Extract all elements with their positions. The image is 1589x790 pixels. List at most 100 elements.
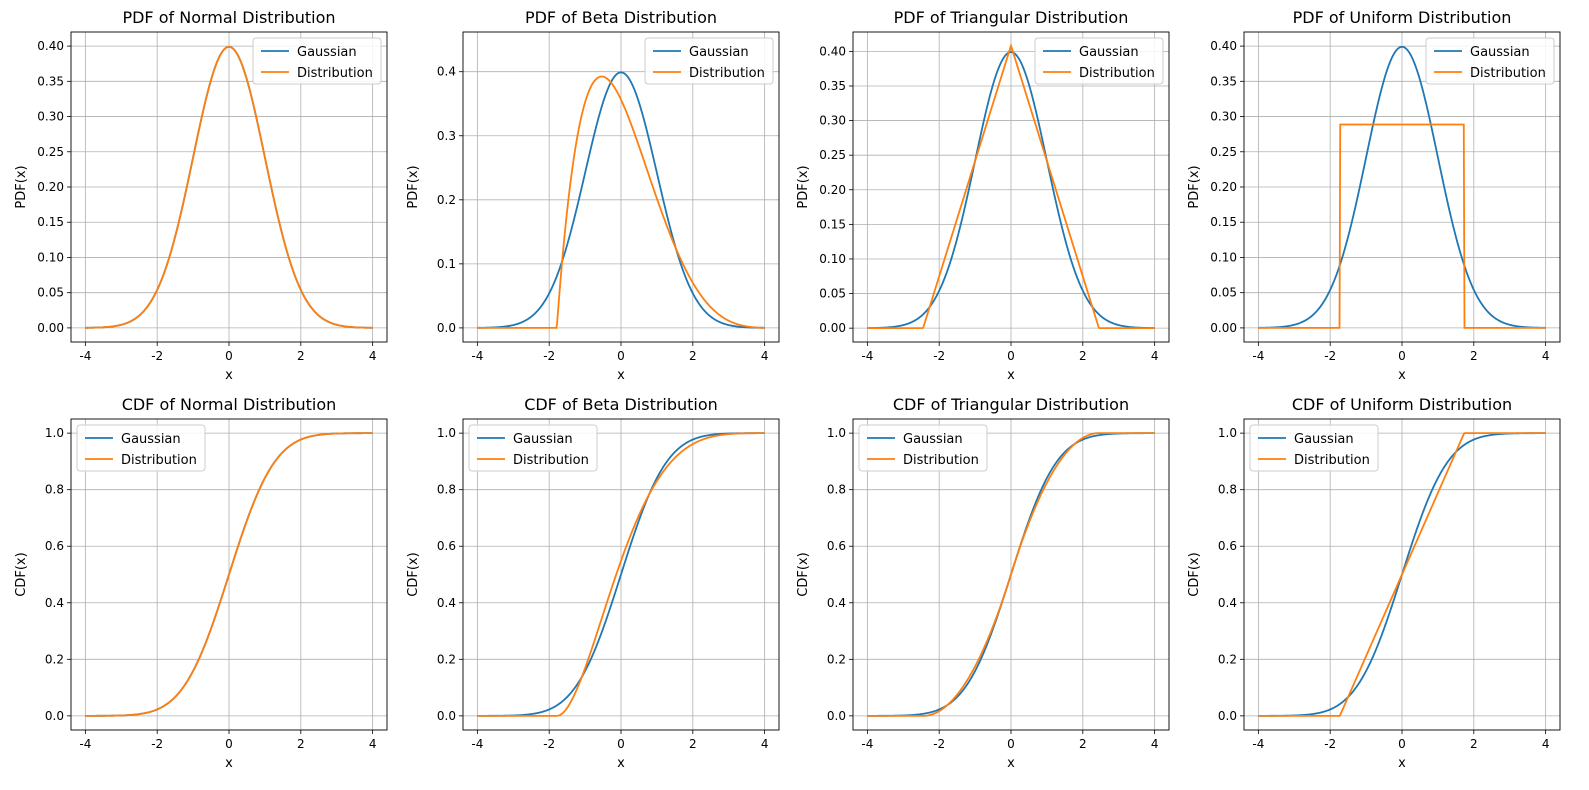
y-tick-label: 0.0 xyxy=(45,709,64,723)
legend-label: Gaussian xyxy=(297,45,357,60)
x-tick-label: 4 xyxy=(369,349,377,363)
legend-label: Distribution xyxy=(121,453,197,468)
y-tick-label: 0.35 xyxy=(1210,74,1237,88)
y-tick-label: 0.05 xyxy=(1210,286,1237,300)
legend-label: Gaussian xyxy=(903,432,963,447)
subplot-title: CDF of Triangular Distribution xyxy=(893,395,1129,414)
y-tick-label: 0.20 xyxy=(819,183,846,197)
x-tick-label: -4 xyxy=(861,349,873,363)
x-tick-label: -2 xyxy=(1324,737,1336,751)
y-tick-label: 0.05 xyxy=(819,287,846,301)
x-axis-label: x xyxy=(1007,756,1015,771)
subplot-title: PDF of Triangular Distribution xyxy=(894,8,1129,27)
subplot-title: PDF of Beta Distribution xyxy=(525,8,717,27)
subplot-cdf-1: -4 -2 0 2 4 0.0 0.2 0.4 0.6 0.8 1.0 CDF of Normal D… xyxy=(14,395,388,771)
y-tick-label: 0.2 xyxy=(1218,652,1237,666)
axes-frame xyxy=(852,418,1170,731)
y-tick-label: 0.2 xyxy=(45,652,64,666)
x-tick-label: -2 xyxy=(151,349,163,363)
series-line-distribution xyxy=(85,432,373,717)
legend-label: Distribution xyxy=(1079,66,1155,81)
x-tick-label: -2 xyxy=(151,737,163,751)
legend-label: Gaussian xyxy=(1079,45,1139,60)
legend: Gaussian Distribution xyxy=(252,37,382,85)
x-tick-label: -4 xyxy=(861,737,873,751)
x-tick-label: -4 xyxy=(471,737,483,751)
y-tick-label: 0.3 xyxy=(437,129,456,143)
subplot-cdf-3: -4 -2 0 2 4 0.0 0.2 0.4 0.6 0.8 1.0 CDF of Triangul… xyxy=(796,395,1170,771)
y-tick-label: 0.6 xyxy=(1218,539,1237,553)
x-tick-label: 4 xyxy=(1542,349,1550,363)
x-tick-label: -2 xyxy=(543,737,555,751)
legend: Gaussian Distribution xyxy=(858,424,988,472)
legend-label: Distribution xyxy=(1294,453,1370,468)
legend: Gaussian Distribution xyxy=(468,424,598,472)
axes-frame xyxy=(462,418,780,731)
y-tick-label: 0.00 xyxy=(37,321,64,335)
y-tick-label: 0.4 xyxy=(827,596,846,610)
y-tick-label: 0.2 xyxy=(437,652,456,666)
x-tick-label: -4 xyxy=(79,349,91,363)
y-tick-label: 1.0 xyxy=(1218,426,1237,440)
y-tick-label: 0.20 xyxy=(37,180,64,194)
x-tick-label: 4 xyxy=(1542,737,1550,751)
x-tick-label: 4 xyxy=(1151,737,1159,751)
x-tick-label: 0 xyxy=(225,349,233,363)
y-tick-label: 0.15 xyxy=(37,215,64,229)
y-tick-label: 0.6 xyxy=(45,539,64,553)
x-tick-label: 0 xyxy=(1398,737,1406,751)
x-axis-label: x xyxy=(225,368,233,383)
y-tick-label: 0.0 xyxy=(827,709,846,723)
y-tick-label: 0.35 xyxy=(37,74,64,88)
y-axis-label: PDF(x) xyxy=(796,165,811,208)
legend: Gaussian Distribution xyxy=(1249,424,1379,472)
subplot-title: CDF of Beta Distribution xyxy=(524,395,718,414)
x-tick-label: 2 xyxy=(297,349,305,363)
legend-label: Gaussian xyxy=(689,45,749,60)
subplot-pdf-3: -4 -2 0 2 4 0.00 0.05 0.10 0.15 0.20 0.25 0.30 0.35 0… xyxy=(796,8,1170,383)
subplot-cdf-4: -4 -2 0 2 4 0.0 0.2 0.4 0.6 0.8 1.0 CDF of Uniform … xyxy=(1187,395,1561,771)
series-line-gaussian xyxy=(477,432,765,717)
y-tick-label: 0.10 xyxy=(819,252,846,266)
series-line-gaussian xyxy=(477,71,765,329)
x-tick-label: 4 xyxy=(761,737,769,751)
axes-frame xyxy=(70,418,388,731)
x-tick-label: 0 xyxy=(225,737,233,751)
y-axis-label: PDF(x) xyxy=(406,165,421,208)
legend: Gaussian Distribution xyxy=(644,37,774,85)
legend-label: Distribution xyxy=(903,453,979,468)
y-tick-label: 0.2 xyxy=(827,652,846,666)
y-tick-label: 0.0 xyxy=(1218,709,1237,723)
y-tick-label: 0.25 xyxy=(37,145,64,159)
x-tick-label: -4 xyxy=(1252,737,1264,751)
y-axis-label: PDF(x) xyxy=(1187,165,1202,208)
y-tick-label: 0.15 xyxy=(819,217,846,231)
x-tick-label: 2 xyxy=(297,737,305,751)
y-tick-label: 0.20 xyxy=(1210,180,1237,194)
x-tick-label: -4 xyxy=(471,349,483,363)
x-axis-label: x xyxy=(225,756,233,771)
legend: Gaussian Distribution xyxy=(76,424,206,472)
y-tick-label: 0.35 xyxy=(819,79,846,93)
legend-label: Gaussian xyxy=(1470,45,1530,60)
y-tick-label: 0.00 xyxy=(819,321,846,335)
y-tick-label: 0.00 xyxy=(1210,321,1237,335)
series-line-gaussian xyxy=(1258,45,1546,329)
y-tick-label: 0.30 xyxy=(37,110,64,124)
y-tick-label: 0.0 xyxy=(437,709,456,723)
legend: Gaussian Distribution xyxy=(1034,37,1164,85)
y-tick-label: 0.1 xyxy=(437,257,456,271)
y-tick-label: 0.8 xyxy=(1218,483,1237,497)
y-axis-label: CDF(x) xyxy=(1187,552,1202,596)
x-tick-label: 0 xyxy=(1398,349,1406,363)
legend-label: Distribution xyxy=(1470,66,1546,81)
y-tick-label: 0.4 xyxy=(437,596,456,610)
legend-label: Distribution xyxy=(689,66,765,81)
subplot-title: CDF of Normal Distribution xyxy=(122,395,337,414)
y-tick-label: 0.4 xyxy=(1218,596,1237,610)
series-line-distribution xyxy=(867,42,1155,330)
series-line-distribution xyxy=(867,432,1155,717)
x-tick-label: -2 xyxy=(1324,349,1336,363)
subplot-pdf-4: -4 -2 0 2 4 0.00 0.05 0.10 0.15 0.20 0.25 0.30 0.35 0… xyxy=(1187,8,1561,383)
x-tick-label: -2 xyxy=(933,737,945,751)
